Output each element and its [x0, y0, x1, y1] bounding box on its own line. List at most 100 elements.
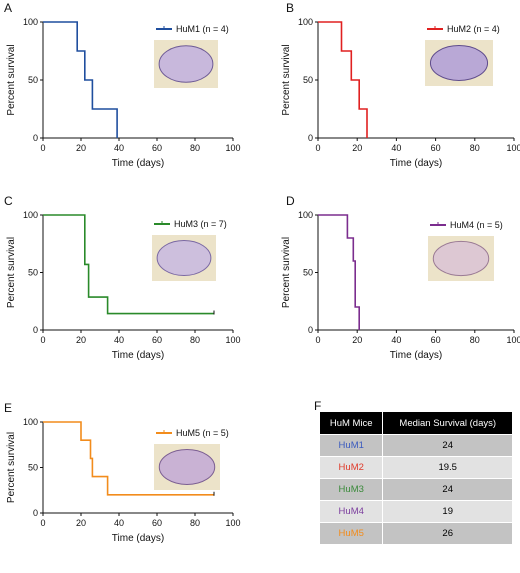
x-tick-label: 60: [431, 143, 441, 153]
y-axis-title: Percent survival: [281, 237, 292, 308]
y-tick-label: 50: [303, 268, 313, 278]
legend-entry: HuM3 (n = 7): [174, 219, 227, 229]
y-tick-label: 100: [23, 417, 38, 427]
y-tick-label: 0: [33, 133, 38, 143]
y-tick-label: 0: [308, 133, 313, 143]
x-tick-label: 20: [352, 143, 362, 153]
legend-entry: HuM2 (n = 4): [447, 24, 500, 34]
brain-section-shape: [429, 45, 489, 81]
x-tick-label: 100: [506, 335, 520, 345]
x-tick-label: 0: [40, 335, 45, 345]
chart-panel-d: D 0 20 40 60 80 100 0 50 100 Time (days) Percent su…: [281, 194, 520, 361]
x-tick-label: 80: [470, 143, 480, 153]
y-tick-label: 100: [298, 17, 313, 27]
x-tick-label: 20: [352, 335, 362, 345]
x-tick-label: 40: [114, 335, 124, 345]
y-axis-title: Percent survival: [6, 44, 17, 115]
x-tick-label: 0: [315, 335, 320, 345]
y-tick-label: 50: [303, 75, 313, 85]
chart-panel-c: C 0 20 40 60 80 100 0 50 100 Time (days) Percent su…: [4, 194, 241, 361]
panel-label: E: [4, 401, 12, 415]
y-tick-label: 50: [28, 75, 38, 85]
x-tick-label: 0: [40, 143, 45, 153]
survival-curve: [43, 214, 214, 315]
brain-section-shape: [156, 240, 212, 276]
column-header-median: Median Survival (days): [382, 412, 512, 435]
chart-panel-b: B 0 20 40 60 80 100 0 50 100 Time (days) Percent su…: [281, 1, 520, 169]
y-tick-label: 0: [33, 325, 38, 335]
table-row: HuM3 24: [320, 478, 512, 501]
median-cell: 24: [382, 434, 512, 457]
mouse-cell: HuM4: [320, 500, 384, 523]
x-tick-label: 40: [114, 143, 124, 153]
x-tick-label: 40: [391, 335, 401, 345]
x-tick-label: 20: [76, 335, 86, 345]
y-axis-title: Percent survival: [6, 432, 17, 503]
x-tick-label: 80: [190, 518, 200, 528]
brain-section-shape: [432, 240, 490, 277]
y-tick-label: 50: [28, 463, 38, 473]
y-axis-title: Percent survival: [281, 44, 292, 115]
brain-section-shape: [158, 45, 214, 83]
chart-panel-e: E 0 20 40 60 80 100 0 50 100 Time (days) Percent su…: [4, 401, 241, 544]
x-tick-label: 60: [152, 335, 162, 345]
x-tick-label: 20: [76, 518, 86, 528]
x-tick-label: 0: [315, 143, 320, 153]
panel-label: D: [286, 194, 295, 208]
legend-entry: HuM4 (n = 5): [450, 220, 503, 230]
column-header-mice: HuM Mice: [320, 412, 384, 435]
y-tick-label: 100: [23, 17, 38, 27]
median-survival-table: HuM Mice Median Survival (days) HuM1 24 …: [320, 412, 512, 544]
x-tick-label: 60: [152, 143, 162, 153]
y-tick-label: 0: [33, 508, 38, 518]
survival-curve: [43, 21, 118, 138]
x-tick-label: 0: [40, 518, 45, 528]
median-cell: 26: [382, 522, 512, 544]
x-tick-label: 60: [152, 518, 162, 528]
y-tick-label: 0: [308, 325, 313, 335]
y-axis-title: Percent survival: [6, 237, 17, 308]
x-axis-title: Time (days): [390, 158, 442, 169]
legend-entry: HuM1 (n = 4): [176, 24, 229, 34]
y-tick-label: 50: [28, 268, 38, 278]
x-axis-title: Time (days): [390, 350, 442, 361]
x-tick-label: 80: [190, 143, 200, 153]
y-tick-label: 100: [298, 210, 313, 220]
x-tick-label: 100: [225, 143, 240, 153]
panel-label: B: [286, 1, 294, 15]
table-header-row: HuM Mice Median Survival (days): [320, 412, 512, 435]
x-tick-label: 40: [391, 143, 401, 153]
brain-section-shape: [158, 449, 216, 485]
mouse-cell: HuM2: [320, 456, 384, 479]
x-axis-title: Time (days): [112, 350, 164, 361]
x-tick-label: 100: [225, 518, 240, 528]
chart-panel-a: A 0 20 40 60 80 100 0 50 100 Time (days) Percent su…: [4, 1, 241, 169]
table-row: HuM1 24: [320, 434, 512, 457]
x-tick-label: 100: [506, 143, 520, 153]
panel-f-label: F: [314, 399, 322, 413]
median-cell: 24: [382, 478, 512, 501]
table-row: HuM5 26: [320, 522, 512, 544]
mouse-cell: HuM5: [320, 522, 384, 544]
x-tick-label: 60: [431, 335, 441, 345]
x-tick-label: 80: [470, 335, 480, 345]
survival-curve: [43, 421, 214, 496]
panel-label: C: [4, 194, 13, 208]
table-row: HuM2 19.5: [320, 456, 512, 479]
mouse-cell: HuM3: [320, 478, 384, 501]
panel-label: A: [4, 1, 12, 15]
median-cell: 19: [382, 500, 512, 523]
y-tick-label: 100: [23, 210, 38, 220]
legend-entry: HuM5 (n = 5): [176, 428, 229, 438]
x-tick-label: 20: [76, 143, 86, 153]
x-tick-label: 80: [190, 335, 200, 345]
x-tick-label: 40: [114, 518, 124, 528]
survival-curve: [318, 21, 368, 138]
survival-curve: [318, 214, 360, 330]
x-axis-title: Time (days): [112, 533, 164, 544]
x-tick-label: 100: [225, 335, 240, 345]
x-axis-title: Time (days): [112, 158, 164, 169]
mouse-cell: HuM1: [320, 434, 384, 457]
table-row: HuM4 19: [320, 500, 512, 523]
